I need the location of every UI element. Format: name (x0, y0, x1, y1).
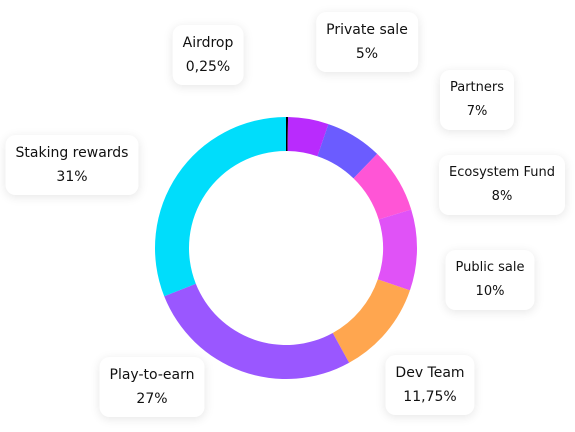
category-label: Ecosystem Fund (449, 165, 555, 180)
value-label: 11,75% (403, 389, 457, 405)
donut-slice (377, 209, 417, 291)
category-label: Play-to-earn (109, 367, 195, 383)
donut-slice (317, 124, 378, 179)
donut-slice (287, 117, 329, 157)
label-box: Ecosystem Fund 8% (439, 155, 565, 215)
label-box: Partners 7% (439, 70, 515, 130)
label-box: Staking rewards 31% (5, 135, 139, 195)
category-label: Dev Team (395, 365, 465, 381)
category-label: Private sale (326, 22, 408, 38)
donut-slice (353, 153, 412, 220)
label-box: Play-to-earn 27% (99, 357, 205, 417)
value-label: 10% (475, 284, 505, 299)
donut-slice (164, 283, 350, 379)
value-label: 31% (56, 169, 88, 185)
donut-slice (332, 279, 410, 363)
label-box: Public sale 10% (445, 250, 535, 310)
label-box: Private sale 5% (316, 12, 418, 72)
category-label: Airdrop (182, 35, 234, 51)
category-label: Partners (449, 80, 505, 95)
donut-slice (286, 117, 289, 152)
donut-slice (154, 117, 286, 297)
category-label: Public sale (455, 260, 525, 275)
value-label: 0,25% (185, 59, 231, 75)
label-box: Airdrop 0,25% (172, 25, 244, 85)
value-label: 8% (491, 189, 513, 204)
label-box: Dev Team 11,75% (385, 355, 475, 415)
value-label: 27% (136, 391, 168, 407)
value-label: 7% (466, 104, 488, 119)
value-label: 5% (355, 46, 379, 62)
category-label: Staking rewards (15, 145, 129, 161)
